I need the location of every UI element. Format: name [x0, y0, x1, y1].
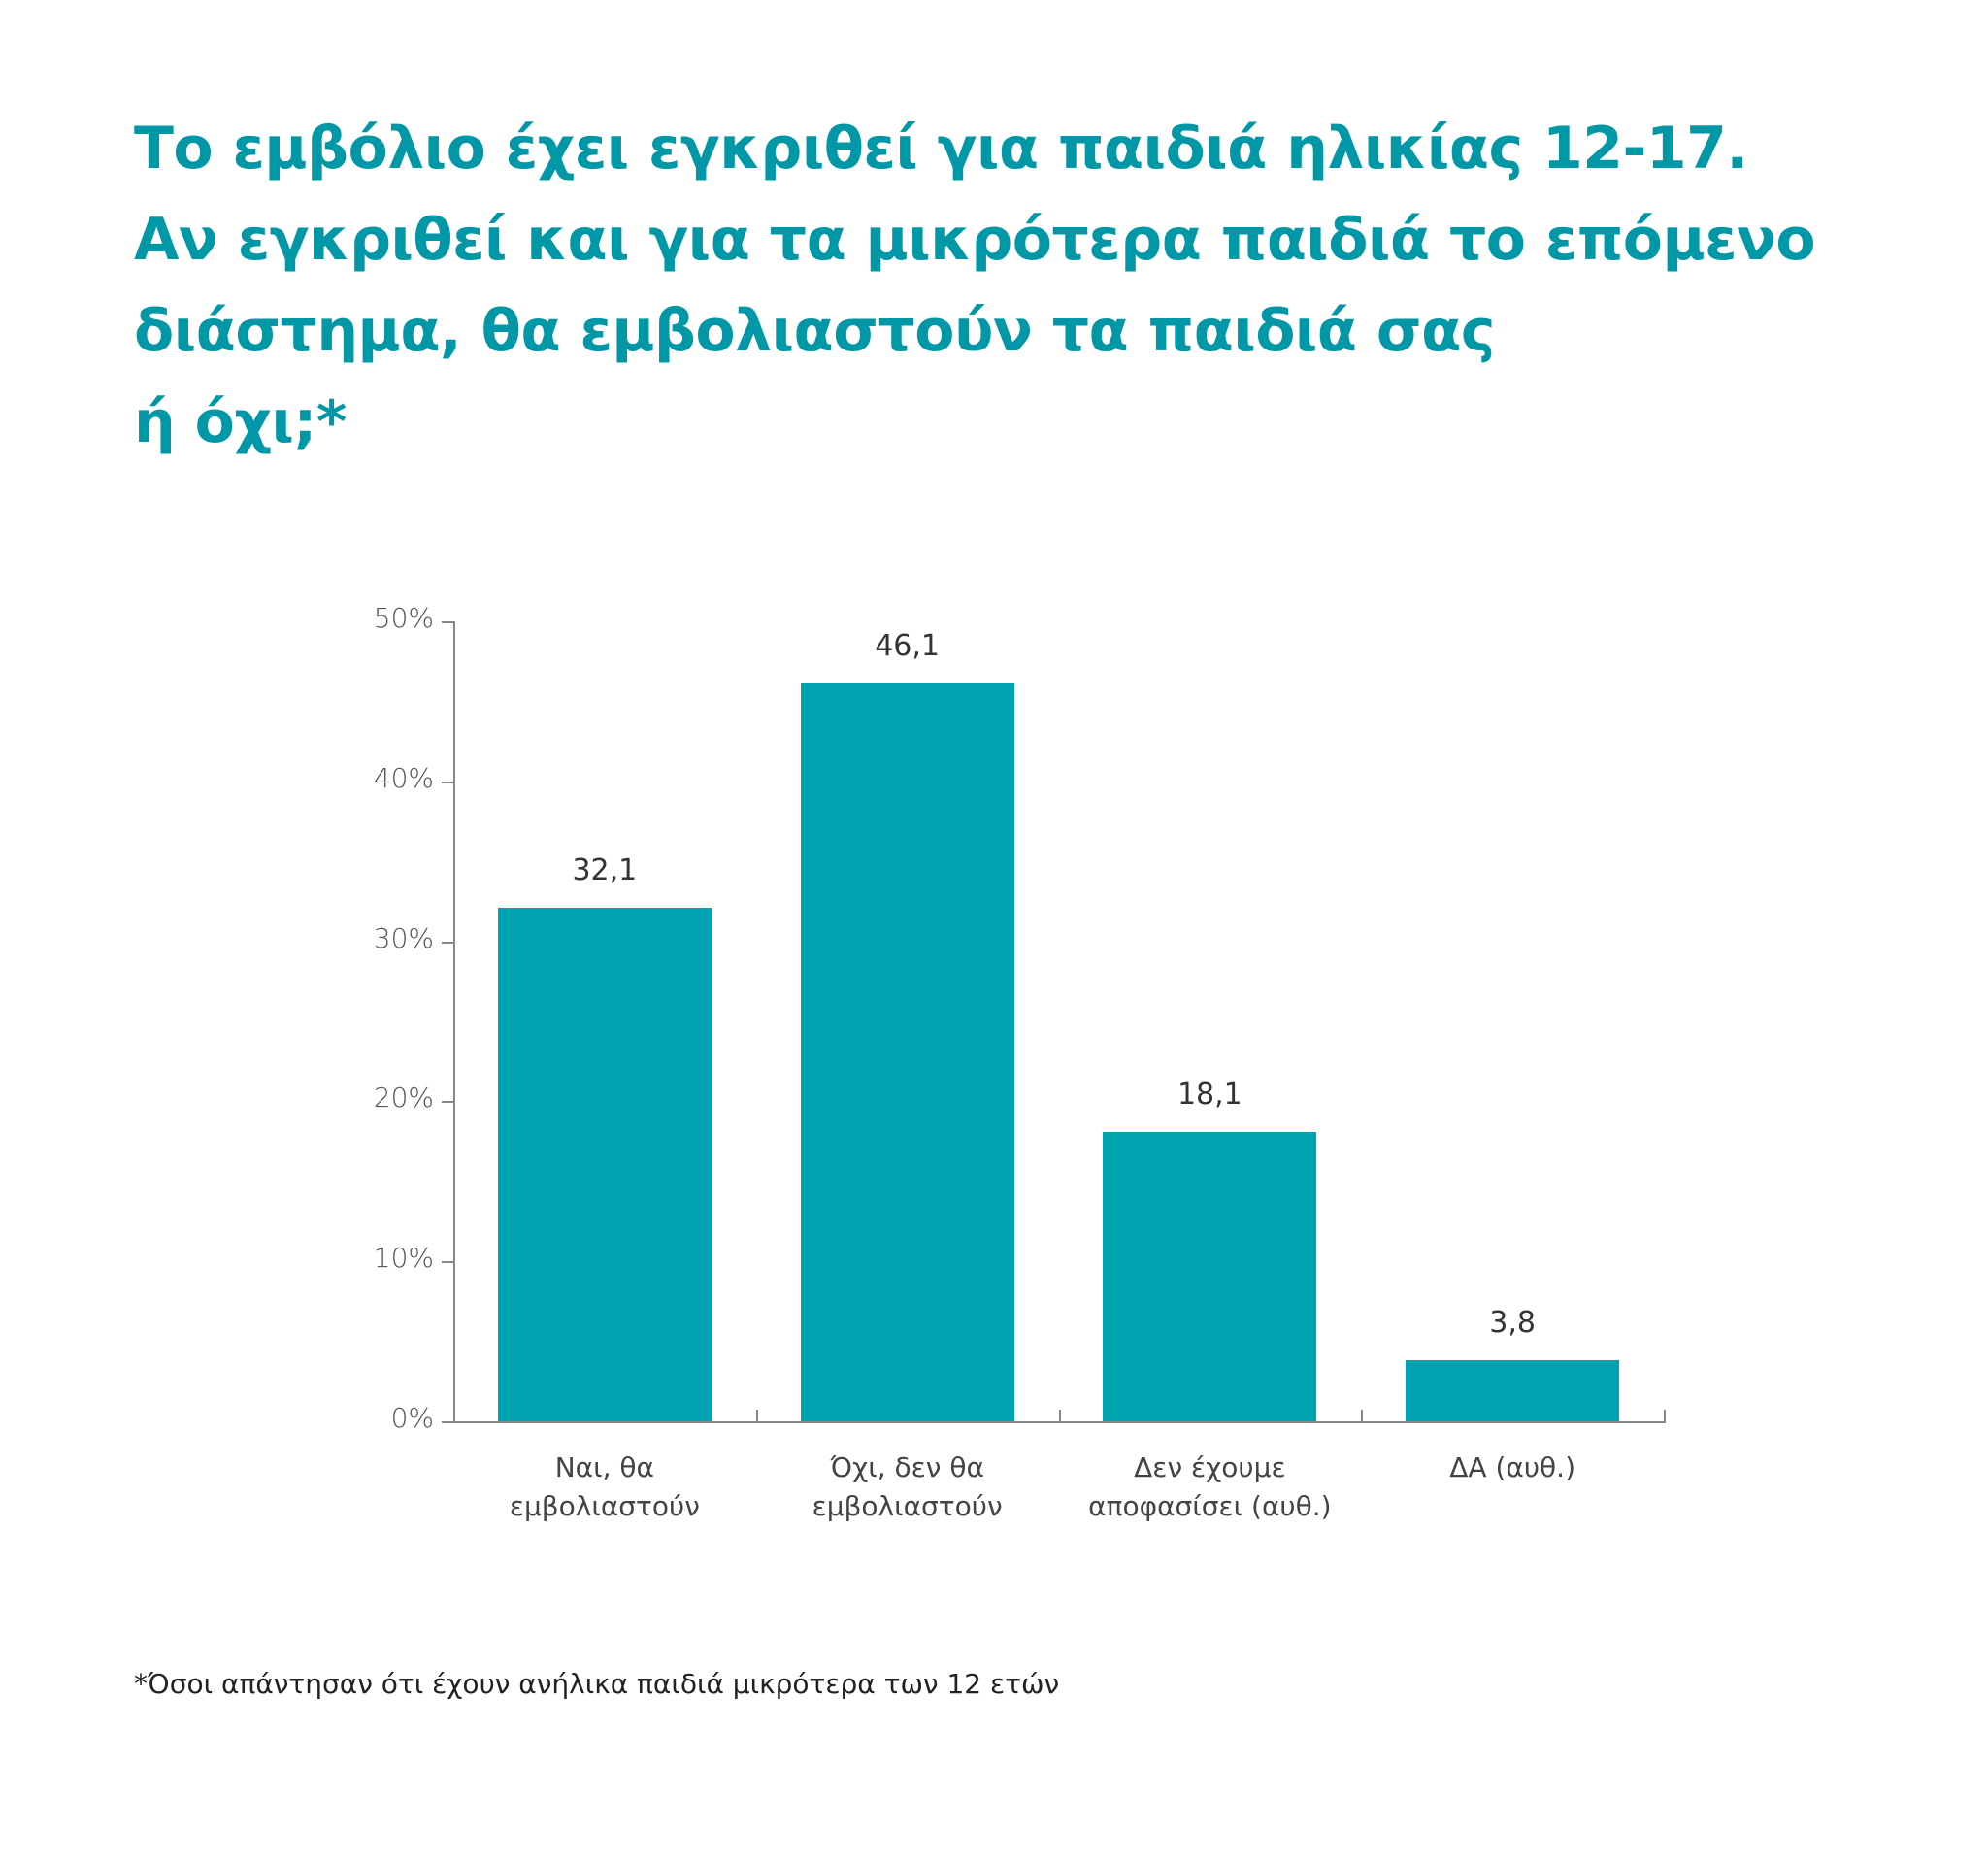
bar-value-label: 3,8 [1489, 1306, 1536, 1341]
y-tick-label: 0% [390, 1402, 434, 1434]
y-tick-label: 30% [373, 921, 434, 954]
y-tick-mark [442, 1421, 453, 1423]
bar [1406, 1360, 1620, 1421]
x-category-label: Δεν έχουμε αποφασίσει (αυθ.) [1064, 1448, 1355, 1526]
x-label-line: Όχι, δεν θα [830, 1451, 984, 1483]
y-tick-label: 50% [373, 602, 434, 634]
x-tick-mark [755, 1410, 758, 1423]
y-tick-label: 10% [373, 1242, 434, 1275]
x-label-line: Ναι, θα [554, 1451, 654, 1483]
x-tick-mark [1058, 1410, 1061, 1423]
bar [497, 907, 712, 1421]
y-tick-mark [442, 621, 453, 623]
title-line: ή όχι;* [134, 388, 347, 456]
x-tick-mark [1664, 1410, 1666, 1423]
y-tick-mark [442, 781, 453, 783]
x-tick-mark [1361, 1410, 1364, 1423]
chart-title: Το εμβόλιο έχει εγκριθεί για παιδιά ηλικ… [134, 103, 1930, 468]
bar-value-label: 32,1 [572, 852, 638, 887]
y-tick-label: 20% [373, 1081, 434, 1114]
x-category-label: Όχι, δεν θα εμβολιαστούν [762, 1448, 1053, 1526]
title-line: διάστημα, θα εμβολιαστούν τα παιδιά σας [134, 297, 1495, 365]
x-label-line: εμβολιαστούν [509, 1490, 700, 1522]
y-tick-mark [442, 1261, 453, 1264]
y-tick-label: 40% [373, 761, 434, 794]
y-tick-mark [442, 941, 453, 944]
bar [800, 683, 1014, 1421]
bar-value-label: 18,1 [1176, 1077, 1242, 1112]
x-label-line: αποφασίσει (αυθ.) [1088, 1490, 1332, 1522]
x-category-label: Ναι, θα εμβολιαστούν [459, 1448, 750, 1526]
x-label-line: Δεν έχουμε [1134, 1451, 1286, 1483]
y-tick-mark [442, 1101, 453, 1104]
x-label-line: ΔΑ (αυθ.) [1449, 1451, 1575, 1483]
title-line: Αν εγκριθεί και για τα μικρότερα παιδιά … [134, 206, 1816, 274]
bar [1103, 1131, 1317, 1421]
title-line: Το εμβόλιο έχει εγκριθεί για παιδιά ηλικ… [134, 115, 1748, 183]
x-category-label: ΔΑ (αυθ.) [1367, 1448, 1658, 1487]
bar-value-label: 46,1 [875, 629, 941, 664]
y-axis-line [453, 621, 455, 1423]
footnote: *Όσοι απάντησαν ότι έχουν ανήλικα παιδιά… [134, 1668, 1060, 1700]
x-label-line: εμβολιαστούν [812, 1490, 1003, 1522]
